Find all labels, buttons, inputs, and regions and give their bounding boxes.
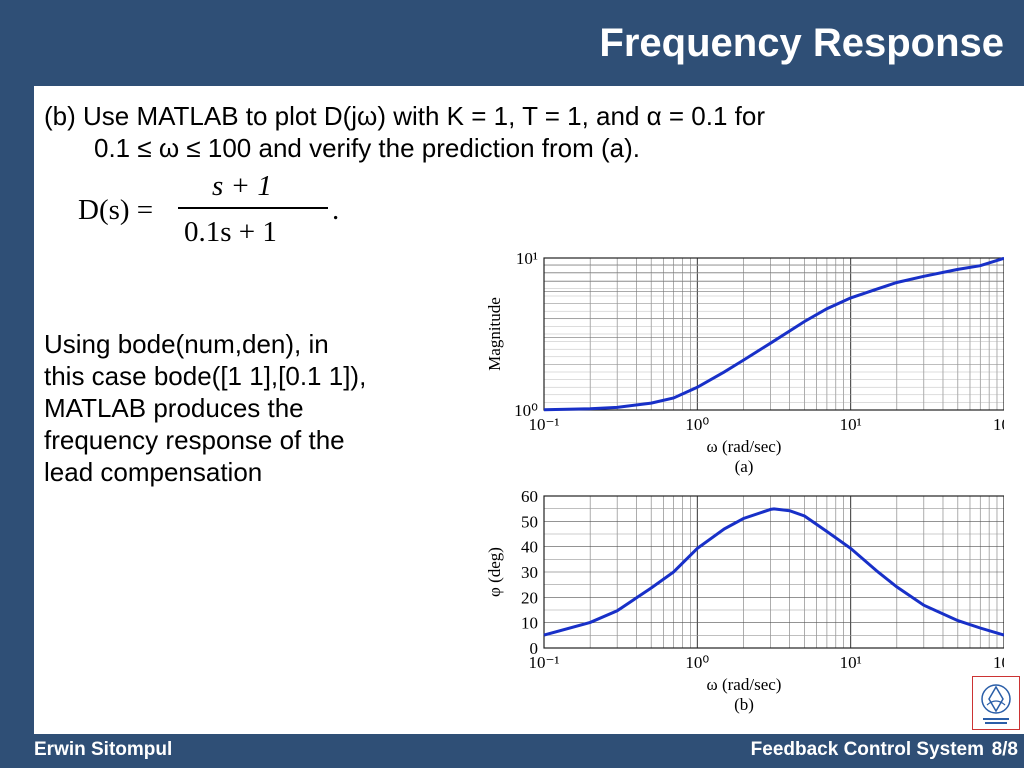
y-tick-label: 10⁰ [514,401,538,420]
bode-description-line: Using bode(num,den), in [44,329,329,359]
slide-content: (b) Use MATLAB to plot D(jω) with K = 1,… [34,86,1024,734]
bullet-b-line1: (b) Use MATLAB to plot D(jω) with K = 1,… [44,101,766,131]
x-axis-label: ω (rad/sec) [707,437,782,456]
y-tick-label: 30 [521,563,538,582]
y-tick-label: 40 [521,538,538,557]
equation-numerator: s + 1 [212,170,272,202]
bode-description-line: frequency response of the [44,425,345,455]
university-logo [972,676,1020,730]
chart-caption: (b) [734,695,754,714]
equation-denominator: 0.1s + 1 [184,216,277,248]
x-tick-label: 10⁻¹ [528,653,559,672]
plot-frame [543,257,1004,411]
phase-plot: 10⁻¹ 10⁰ 10¹ 10² 60 50 40 30 20 10 0 φ (deg) ω (rad/… [485,487,1004,714]
x-tick-label: 10¹ [840,415,862,434]
y-tick-label: 10 [521,614,538,633]
fraction-bar [178,207,328,209]
response-curve [543,507,1004,637]
y-tick-label: 60 [521,487,538,506]
bode-description: Using bode(num,den), in this case bode([… [44,328,464,488]
x-tick-label: 10² [993,415,1004,434]
bode-description-line: this case bode([1 1],[0.1 1]), [44,361,367,391]
x-tick-label: 10¹ [840,653,862,672]
y-axis-label: Magnitude [485,297,504,371]
slide-title: Frequency Response [599,21,1004,65]
response-curve [543,256,1004,412]
x-tick-label: 10² [993,653,1004,672]
bullet-b-text: (b) Use MATLAB to plot D(jω) with K = 1,… [44,100,1004,164]
x-axis-label: ω (rad/sec) [707,675,782,694]
equation-period: . [332,194,340,226]
y-tick-label: 0 [530,639,539,658]
x-tick-label: 10⁻¹ [528,415,559,434]
footer-page-number: 8/8 [991,739,1018,760]
equation-lhs: D(s) = [78,194,154,226]
y-axis-label: φ (deg) [485,547,504,597]
plot-frame [543,495,1004,649]
y-tick-label: 20 [521,588,538,607]
transfer-function-equation: D(s) = s + 1 0.1s + 1 . [74,170,344,250]
bullet-b-line2: 0.1 ≤ ω ≤ 100 and verify the prediction … [94,133,640,163]
magnitude-plot: 10⁻¹10⁰10¹10²10¹10⁰200dbMagnitudeω (rad/… [485,249,1004,476]
bode-description-line: MATLAB produces the [44,393,304,423]
footer-course: Feedback Control System [750,739,984,760]
x-tick-label: 10⁰ [685,653,709,672]
y-tick-label: 10¹ [516,249,538,268]
bode-description-line: lead compensation [44,457,263,487]
y-tick-label: 50 [521,512,538,531]
x-tick-label: 10⁰ [685,415,709,434]
chart-caption: (a) [735,457,754,476]
footer-author: Erwin Sitompul [34,739,173,760]
